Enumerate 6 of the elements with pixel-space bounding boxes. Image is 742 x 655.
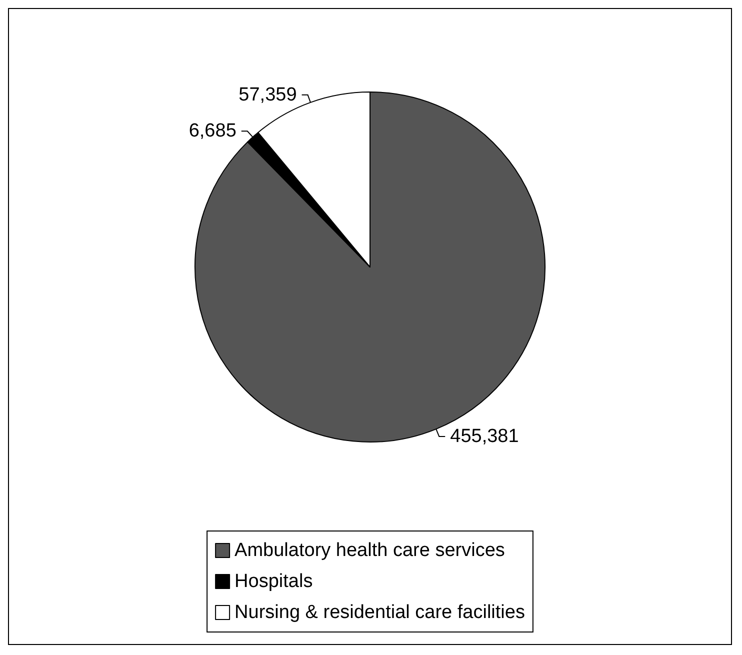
data-label: 455,381	[450, 426, 519, 447]
legend-label: Hospitals	[234, 571, 313, 592]
legend-label: Nursing & residential care facilities	[234, 602, 525, 623]
data-label: 6,685	[188, 120, 236, 142]
legend-label: Ambulatory health care services	[234, 540, 505, 561]
data-label: 57,359	[238, 84, 297, 106]
